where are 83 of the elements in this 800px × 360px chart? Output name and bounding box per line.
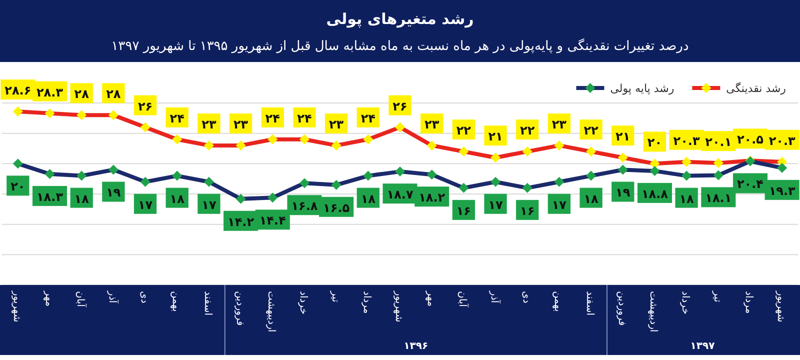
chart-subtitle: درصد تغییرات نقدینگی و پایه‌پولی در هر ماه نسبت به ماه مشابه سال قبل از شهریور ۱۳۹۵ تا شهریور ۱۳۹۷ — [111, 38, 689, 54]
x-tick-label: آبان — [74, 291, 88, 308]
data-label: ۱۴.۲ — [228, 214, 255, 229]
x-tick-label: بهمن — [170, 291, 182, 312]
data-label: ۲۴ — [360, 111, 376, 126]
data-label: ۱۹ — [106, 186, 122, 200]
data-label: ۱۸ — [170, 192, 186, 206]
data-label: ۲۴ — [170, 111, 184, 126]
x-tick-label: اسفند — [584, 291, 596, 316]
data-label: ۱۸ — [74, 192, 90, 206]
data-label: ۱۷ — [138, 198, 154, 212]
data-label: ۲۸.۳ — [36, 85, 64, 100]
data-label: ۱۷ — [552, 198, 568, 212]
x-tick-label: بهمن — [552, 291, 564, 312]
data-label: ۲۴ — [265, 111, 280, 126]
legend-label: رشد نقدینگی — [726, 82, 786, 95]
data-label: ۱۸ — [584, 192, 600, 206]
data-label: ۲۸ — [106, 87, 122, 102]
x-tick-label: اردیبهشت — [648, 291, 659, 332]
x-tick-label: فروردین — [234, 291, 245, 326]
x-tick-label: اردیبهشت — [266, 291, 277, 332]
data-label: ۱۸ — [679, 192, 695, 206]
x-tick-label: دی — [138, 291, 150, 304]
x-tick-label: مهر — [42, 290, 54, 306]
x-tick-label: تیر — [329, 290, 340, 303]
data-label: ۱۶ — [520, 204, 535, 218]
data-label: ۲۰.۵ — [736, 132, 764, 147]
x-tick-label: دی — [520, 291, 532, 304]
data-label: ۱۷ — [488, 198, 504, 212]
data-label: ۱۸ — [360, 192, 376, 206]
legend-item: رشد پایه پولی — [576, 82, 674, 95]
data-label: ۲۲ — [520, 124, 536, 138]
data-label: ۱۸.۳ — [36, 190, 64, 204]
data-label: ۲۸ — [74, 87, 90, 102]
data-label: ۱۶ — [456, 204, 472, 218]
x-tick-label: شهریور — [10, 290, 22, 322]
data-label: ۱۸.۲ — [418, 190, 446, 205]
x-tick-label: مرداد — [743, 291, 754, 314]
x-tick-label: خرداد — [680, 291, 691, 314]
x-tick-label: اسفند — [202, 291, 213, 316]
x-tick-label: مهر — [424, 290, 436, 306]
data-label: ۲۳ — [328, 117, 344, 132]
data-label: ۲۲ — [456, 124, 472, 138]
x-tick-label: شهریور — [775, 290, 786, 322]
data-label: ۱۸.۸ — [641, 186, 669, 201]
legend-label: رشد پایه پولی — [610, 82, 674, 95]
data-label: ۲۰ — [10, 180, 26, 194]
data-label: ۲۳ — [552, 117, 568, 132]
data-label: ۱۶.۸ — [291, 199, 318, 214]
data-label: ۲۰.۳ — [768, 134, 796, 148]
data-label: ۱۹ — [616, 186, 631, 200]
data-label: ۲۸.۶ — [4, 83, 32, 98]
data-label: ۲۰.۴ — [736, 177, 764, 192]
x-tick-label: تیر — [711, 290, 722, 303]
x-tick-label: فروردین — [616, 291, 627, 326]
x-tick-label: خرداد — [297, 291, 308, 314]
data-label: ۲۶ — [138, 99, 153, 114]
data-label: ۱۶.۵ — [323, 200, 350, 215]
data-label: ۲۶ — [392, 99, 408, 114]
data-label: ۲۴ — [297, 111, 312, 126]
x-tick-label: شهریور — [393, 290, 404, 322]
data-label: ۱۸.۷ — [386, 188, 414, 202]
data-label: ۱۹.۳ — [768, 184, 796, 198]
x-tick-label: مرداد — [361, 291, 372, 314]
data-label: ۲۰.۱ — [705, 135, 732, 150]
data-label: ۲۱ — [616, 130, 630, 144]
data-label: ۲۱ — [488, 130, 503, 144]
data-label: ۱۴.۴ — [259, 214, 286, 228]
data-label: ۱۸.۱ — [705, 191, 732, 206]
data-label: ۲۰.۳ — [673, 134, 700, 148]
data-label: ۲۰ — [647, 136, 662, 150]
data-label: ۲۳ — [202, 117, 217, 132]
legend-item: رشد نقدینگی — [692, 82, 786, 95]
data-label: ۲۳ — [233, 117, 249, 132]
x-tick-label: آذر — [106, 290, 120, 304]
text: ۱۳۹۶ — [404, 341, 428, 352]
x-tick-label: آبان — [456, 291, 470, 308]
data-label: ۲۲ — [584, 124, 600, 138]
data-label: ۱۷ — [202, 198, 217, 212]
data-label: ۲۳ — [424, 117, 440, 132]
chart-title: رشد متغیرهای پولی — [326, 10, 474, 28]
text: ۱۳۹۷ — [690, 341, 715, 352]
x-tick-label: آذر — [488, 290, 502, 304]
